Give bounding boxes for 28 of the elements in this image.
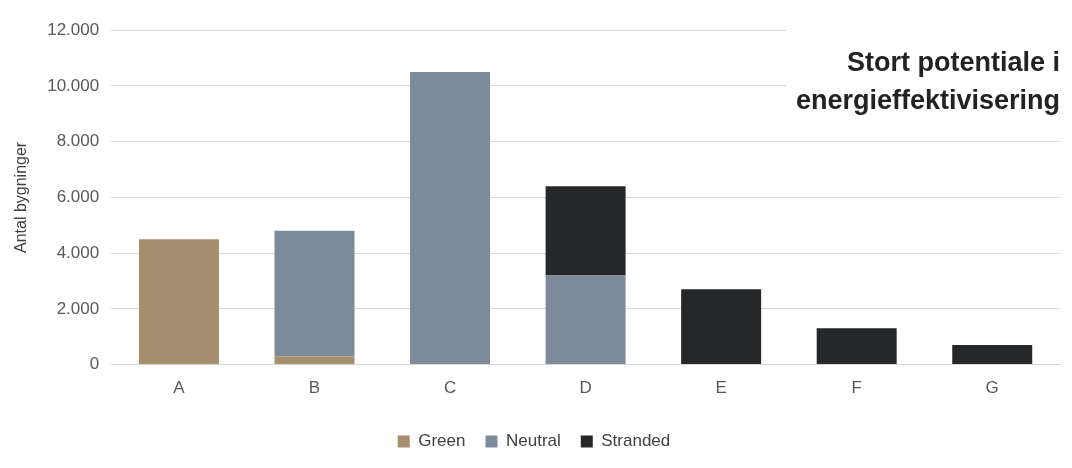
- x-tick-label: D: [579, 378, 592, 398]
- bar: [545, 275, 626, 365]
- legend-label: Green: [418, 431, 466, 451]
- y-tick-label: 4.000: [56, 242, 100, 262]
- text: Stort potentiale i energieffektivisering: [795, 46, 1060, 115]
- bar: [274, 230, 355, 357]
- bar: [681, 289, 762, 365]
- legend-label: Stranded: [601, 431, 671, 451]
- y-tick-label: 6.000: [56, 187, 100, 207]
- x-tick-label: F: [851, 378, 862, 398]
- bar: [816, 328, 897, 365]
- x-tick-label: A: [173, 378, 186, 398]
- bar: [274, 356, 355, 365]
- x-tick-label: G: [985, 378, 999, 398]
- x-tick-label: C: [443, 378, 457, 398]
- bar: [545, 186, 626, 276]
- y-axis-title: Antal bygninger: [12, 141, 30, 253]
- legend-label: Neutral: [505, 431, 561, 451]
- x-tick-label: B: [308, 378, 321, 398]
- y-tick-label: 8.000: [56, 131, 100, 151]
- bar: [952, 345, 1033, 365]
- y-tick-label: 12.000: [47, 19, 100, 39]
- y-tick-label: 0: [89, 354, 100, 374]
- bar: [410, 72, 491, 365]
- x-tick-label: E: [715, 378, 727, 398]
- y-tick-label: 10.000: [47, 75, 100, 95]
- bar: [138, 239, 219, 365]
- y-tick-label: 2.000: [56, 298, 100, 318]
